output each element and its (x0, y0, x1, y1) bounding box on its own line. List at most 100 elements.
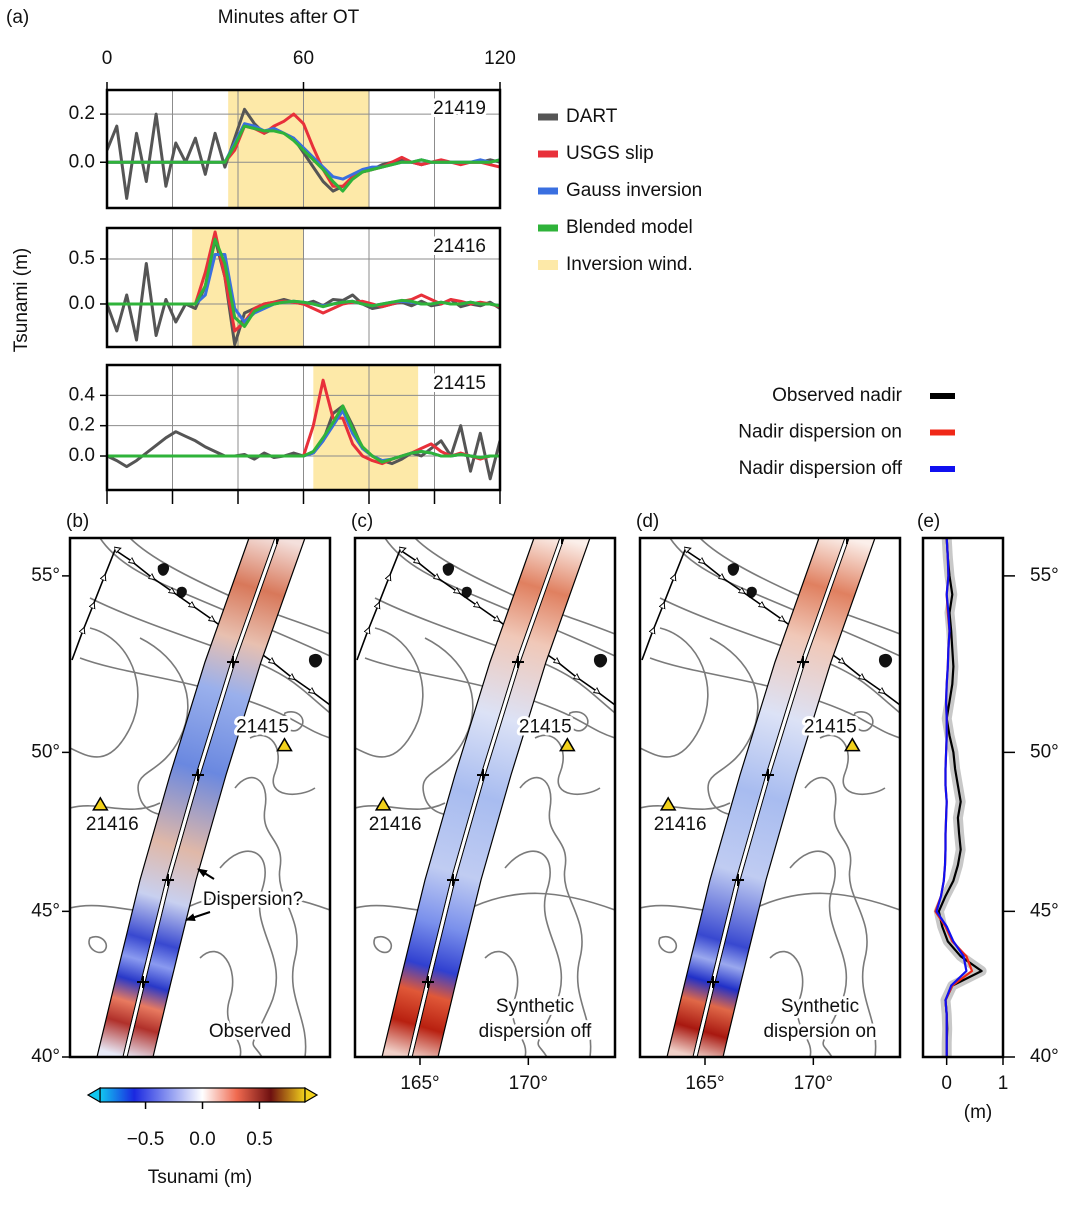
map-panel: 21415 21416 Observed Dispersion? 40° 45° 50° 5… (31, 511, 332, 1067)
panel-frame (105, 226, 502, 349)
station-label: 21415 (519, 717, 572, 738)
legend: Observed nadir Nadir dispersion on Nadir d… (738, 385, 955, 479)
x-tick-label: 0 (941, 1073, 952, 1094)
profile-panel: 40° 45° 50° 55° 0 1 (m) (e) (917, 511, 1059, 1123)
station-marker (276, 737, 293, 752)
x-tick-label: 120 (484, 48, 516, 69)
y-tick-label: 40° (31, 1046, 60, 1067)
colorbar: −0.5 0.0 0.5 Tsunami (m) (86, 1086, 319, 1188)
series-line (107, 404, 500, 464)
y-tick-label: 55° (1030, 565, 1059, 586)
track-cross (477, 769, 489, 781)
panel-label: (d) (636, 511, 659, 532)
y-tick-label: 40° (1030, 1046, 1059, 1067)
legend-label: Blended model (566, 217, 693, 238)
y-tick-label: 0.0 (69, 151, 95, 172)
x-tick-label: 1 (998, 1073, 1009, 1094)
station-marker (659, 796, 677, 811)
station-label: 21415 (433, 373, 486, 394)
y-tick-label: 0.5 (69, 248, 95, 269)
panel-frame (353, 536, 617, 1059)
x-axis-title: (m) (964, 1102, 992, 1123)
legend-label: Nadir dispersion on (738, 422, 902, 443)
inversion-window (228, 90, 369, 208)
timeseries-panel: 0.2 0.0 21419 0 60 120 Minutes after OT Tsunami… (6, 7, 516, 352)
colorbar-extend (86, 1086, 101, 1104)
map-content (640, 538, 900, 1057)
station-label: 21415 (236, 717, 289, 738)
track-cross (192, 769, 204, 781)
y-tick-label: 45° (1030, 900, 1059, 921)
map-content (355, 538, 615, 1057)
inversion-window (192, 228, 304, 347)
y-tick-label: 0.2 (69, 103, 95, 124)
colorbar-title: Tsunami (m) (148, 1167, 253, 1188)
station-marker (92, 796, 109, 811)
dispersion-arrows (185, 868, 215, 921)
y-axis-title: Tsunami (m) (11, 248, 32, 353)
y-tick-label: 50° (31, 741, 60, 762)
legend-label: USGS slip (566, 143, 654, 164)
ground-track (693, 538, 849, 1057)
x-tick-label: 0.5 (246, 1129, 272, 1150)
station-label: 21416 (86, 814, 139, 835)
callout: Dispersion? (203, 889, 303, 910)
x-tick-label: 170° (509, 1073, 548, 1094)
x-tick-label: 60 (293, 48, 314, 69)
panel-annotation: dispersion on (763, 1021, 876, 1042)
panel-frame (638, 536, 902, 1059)
panel-label: (c) (351, 511, 373, 532)
station-marker (844, 737, 861, 752)
station-label: 21416 (654, 814, 707, 835)
track-cross (137, 976, 149, 988)
station-label: 21416 (369, 814, 422, 835)
station-marker (374, 796, 392, 811)
station-label: 21415 (804, 717, 857, 738)
x-tick-label: −0.5 (127, 1129, 165, 1150)
colorbar-body (99, 1087, 306, 1103)
y-tick-label: 50° (1030, 741, 1059, 762)
track-cross (556, 538, 568, 544)
track-cross (162, 874, 174, 886)
y-tick-label: 0.0 (69, 293, 95, 314)
map-area: 21415 21416 (640, 538, 900, 1057)
colorbar-extend (304, 1086, 319, 1104)
y-tick-label: 55° (31, 565, 60, 586)
legend-label: Nadir dispersion off (739, 458, 903, 479)
y-tick-label: 0.4 (69, 384, 96, 405)
station-label: 21416 (433, 236, 486, 257)
track-cross (271, 538, 283, 544)
legend-label: Observed nadir (772, 385, 903, 406)
plot-area (107, 90, 500, 208)
station-marker (559, 737, 576, 752)
station-label: 21419 (433, 98, 486, 119)
panel-annotation: dispersion off (479, 1021, 592, 1042)
series-line (937, 538, 983, 1057)
panel-annotation: Observed (209, 1021, 291, 1042)
x-tick-label: 165° (400, 1073, 439, 1094)
panel-frame (68, 536, 332, 1059)
x-tick-label: 165° (685, 1073, 724, 1094)
ground-track (123, 538, 279, 1057)
map-panel: 21415 21416 Synthetic dispersion off 165° 170… (351, 511, 617, 1094)
y-tick-label: 0.0 (69, 445, 95, 466)
y-tick-label: 0.2 (69, 415, 95, 436)
track-cross (707, 976, 719, 988)
track-cross (512, 656, 524, 668)
x-axis-title: Minutes after OT (218, 7, 360, 28)
plot-area (107, 228, 500, 347)
track-cross (422, 976, 434, 988)
legend-swatch (538, 260, 558, 270)
legend-label: Gauss inversion (566, 180, 702, 201)
x-tick-label: 0.0 (189, 1129, 215, 1150)
y-tick-label: 45° (31, 900, 60, 921)
panel-frame (921, 536, 1005, 1059)
panel-label: (b) (66, 511, 89, 532)
x-tick-label: 170° (794, 1073, 833, 1094)
map-area: 21415 21416 (70, 538, 330, 1057)
track-cross (841, 538, 853, 544)
track-cross (227, 656, 239, 668)
timeseries-panel: 0.5 0.0 21416 (69, 226, 502, 349)
